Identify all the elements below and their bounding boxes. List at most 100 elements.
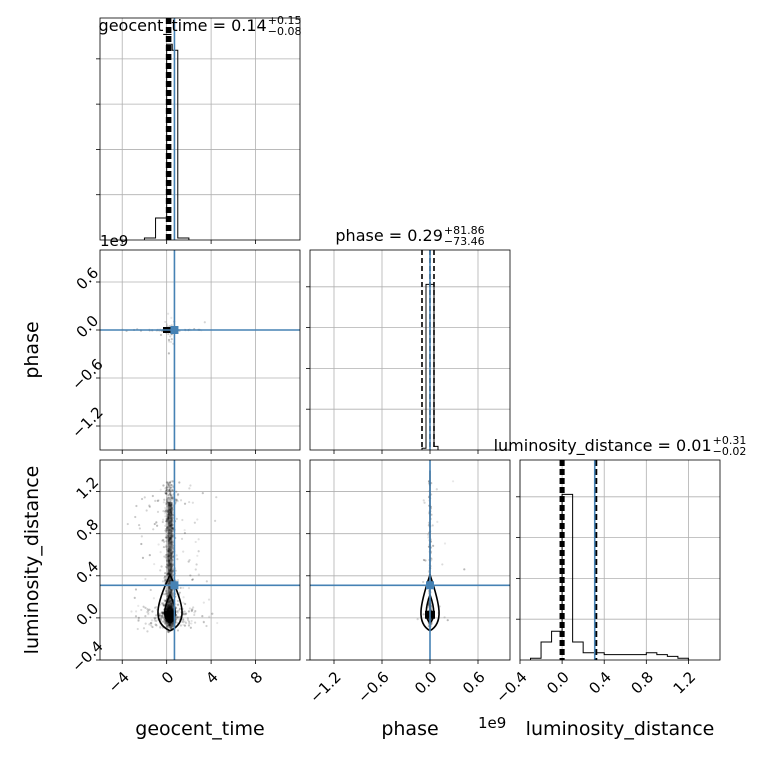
scatter-point [170, 623, 173, 626]
scatter-point [163, 498, 166, 501]
scatter-point [183, 624, 187, 627]
scatter-point [150, 624, 153, 627]
scatter-point [146, 608, 149, 611]
scatter-point [182, 619, 185, 622]
scatter-point [168, 488, 171, 492]
scatter-point [137, 619, 140, 622]
scatter-point [154, 623, 157, 626]
scatter-point [194, 540, 197, 544]
scatter-point [159, 488, 162, 491]
scatter-point [167, 483, 170, 486]
scatter-point [431, 524, 434, 527]
x-tick-label-geocent_time-1: 0 [158, 668, 177, 687]
scatter-point [157, 499, 160, 502]
scatter-point [202, 620, 205, 623]
scatter-point [163, 599, 166, 602]
scatter-point [140, 608, 143, 612]
scatter-point [137, 523, 141, 527]
scatter-point [162, 621, 166, 624]
scatter-point [430, 557, 433, 560]
scatter-point [165, 323, 169, 326]
scatter-point [159, 618, 163, 621]
scatter-point [140, 542, 143, 546]
scatter-point [422, 613, 425, 616]
scatter-point [166, 498, 169, 501]
scatter-point [140, 497, 144, 501]
scatter-point [170, 626, 173, 629]
scatter-point [165, 517, 168, 521]
scatter-point [165, 574, 168, 577]
title-geocent_time: geocent_time = 0.14 +0.15−0.08 [99, 14, 302, 38]
scatter-point [197, 538, 200, 541]
scatter-point [169, 492, 172, 496]
scatter-point [193, 613, 196, 617]
scatter-point [165, 486, 168, 489]
x-tick-label-geocent_time-3: 8 [247, 668, 266, 687]
scatter-point [175, 490, 178, 493]
scatter-point [190, 619, 193, 623]
scatter-point [182, 601, 185, 604]
scatter-point [168, 340, 171, 343]
scatter-point [194, 609, 197, 613]
scatter-point [175, 517, 178, 520]
scatter-point [176, 494, 180, 497]
scatter-point [184, 613, 187, 616]
scatter-point [161, 614, 164, 617]
scatter-point [183, 529, 186, 532]
scatter-point [168, 623, 171, 627]
x-tick-label-phase-0: −1.2 [306, 668, 344, 706]
scatter-point [154, 499, 157, 502]
scatter-point [167, 496, 170, 499]
scatter-point [165, 492, 168, 495]
scatter-point [202, 601, 205, 604]
scatter-point [183, 610, 186, 613]
scatter-point [137, 618, 140, 621]
scatter-point [148, 608, 151, 611]
scatter-point [164, 512, 167, 515]
scatter-point [168, 488, 171, 491]
scatter-point [164, 553, 168, 557]
scatter-point [169, 486, 172, 489]
scatter-point [175, 615, 179, 618]
scatter-point [161, 611, 165, 614]
scatter-point [144, 622, 147, 625]
histogram-phase [421, 250, 439, 450]
scatter-point [162, 612, 165, 615]
scatter-point [169, 493, 172, 496]
scatter-point [138, 527, 141, 530]
scatter-point [135, 610, 138, 613]
scatter-point [187, 560, 190, 563]
scatter-point [165, 545, 168, 548]
scatter-point [153, 619, 156, 622]
scatter-point [179, 586, 182, 590]
scatter-point [422, 580, 425, 584]
scatter-point [164, 487, 167, 490]
scatter-point [167, 498, 170, 501]
scatter-point [169, 626, 172, 629]
scatter-point [141, 556, 145, 559]
scatter-point [166, 624, 169, 627]
scatter-point [151, 610, 154, 613]
scatter-point [161, 520, 164, 524]
scatter-point [150, 622, 153, 625]
scatter-points-geocent_time-phase [121, 312, 206, 355]
scatter-point [171, 624, 174, 627]
scatter-point [169, 494, 172, 497]
scatter-point [188, 558, 191, 562]
scatter-point [170, 624, 173, 627]
scatter-point [153, 522, 156, 526]
scatter-point [190, 622, 193, 625]
y-tick-label-phase-3: 0.6 [73, 264, 103, 294]
scatter-point [430, 558, 433, 561]
scatter-point [165, 540, 168, 543]
density-phase-luminosity_distance [310, 460, 510, 660]
scatter-point [167, 490, 170, 493]
scatter-point [159, 569, 162, 572]
scatter-point [170, 624, 173, 628]
scatter-point [161, 611, 165, 614]
scatter-point [192, 606, 195, 609]
scatter-point [164, 509, 168, 512]
scatter-point [164, 546, 167, 549]
scatter-point [165, 536, 168, 539]
scatter-point [162, 518, 165, 521]
